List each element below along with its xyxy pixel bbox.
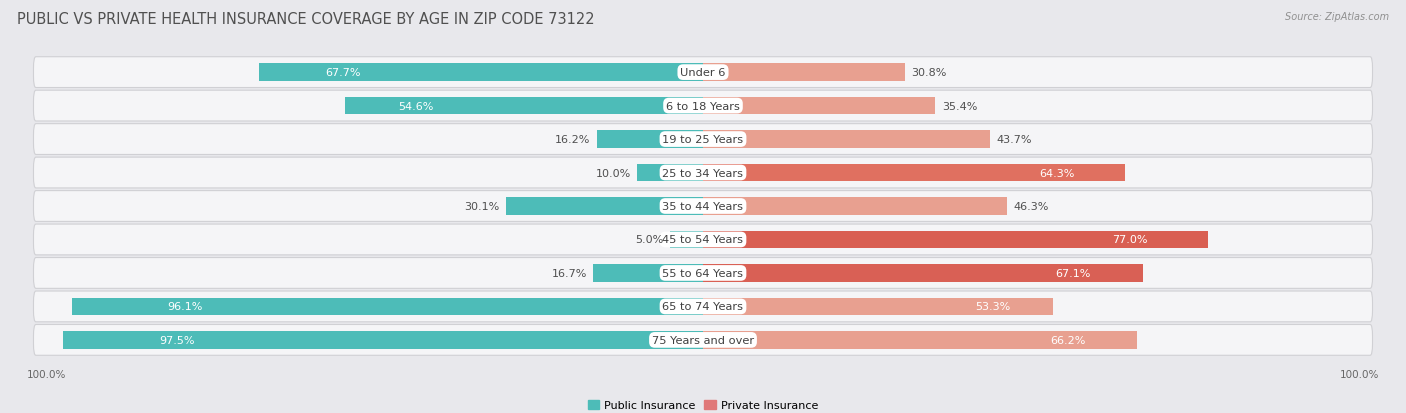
Text: 53.3%: 53.3%: [976, 301, 1011, 312]
Bar: [703, 298, 1053, 316]
Bar: [73, 298, 703, 316]
Text: 65 to 74 Years: 65 to 74 Years: [662, 301, 744, 312]
FancyBboxPatch shape: [34, 124, 1372, 155]
Text: 30.1%: 30.1%: [464, 202, 499, 211]
Text: 67.1%: 67.1%: [1054, 268, 1091, 278]
Bar: [703, 164, 1125, 182]
Text: 77.0%: 77.0%: [1112, 235, 1147, 245]
Text: 16.7%: 16.7%: [551, 268, 586, 278]
Text: 35 to 44 Years: 35 to 44 Years: [662, 202, 744, 211]
Bar: [703, 231, 1208, 249]
FancyBboxPatch shape: [34, 91, 1372, 122]
Bar: [637, 164, 703, 182]
Text: 67.7%: 67.7%: [325, 68, 361, 78]
Text: 5.0%: 5.0%: [636, 235, 664, 245]
FancyBboxPatch shape: [34, 291, 1372, 322]
Bar: [703, 265, 1143, 282]
Bar: [703, 64, 905, 82]
Text: PUBLIC VS PRIVATE HEALTH INSURANCE COVERAGE BY AGE IN ZIP CODE 73122: PUBLIC VS PRIVATE HEALTH INSURANCE COVER…: [17, 12, 595, 27]
Bar: [259, 64, 703, 82]
Bar: [344, 97, 703, 115]
Text: 46.3%: 46.3%: [1014, 202, 1049, 211]
Bar: [671, 231, 703, 249]
Text: 96.1%: 96.1%: [167, 301, 202, 312]
Bar: [63, 331, 703, 349]
Text: 16.2%: 16.2%: [555, 135, 591, 145]
Bar: [596, 131, 703, 148]
Bar: [593, 265, 703, 282]
Text: 43.7%: 43.7%: [997, 135, 1032, 145]
Text: Under 6: Under 6: [681, 68, 725, 78]
Text: Source: ZipAtlas.com: Source: ZipAtlas.com: [1285, 12, 1389, 22]
Text: 64.3%: 64.3%: [1039, 168, 1074, 178]
Bar: [703, 198, 1007, 215]
FancyBboxPatch shape: [34, 158, 1372, 188]
FancyBboxPatch shape: [34, 325, 1372, 356]
Bar: [703, 331, 1137, 349]
FancyBboxPatch shape: [34, 57, 1372, 88]
Legend: Public Insurance, Private Insurance: Public Insurance, Private Insurance: [583, 395, 823, 413]
Bar: [703, 97, 935, 115]
FancyBboxPatch shape: [34, 258, 1372, 289]
Text: 19 to 25 Years: 19 to 25 Years: [662, 135, 744, 145]
Text: 75 Years and over: 75 Years and over: [652, 335, 754, 345]
Text: 66.2%: 66.2%: [1050, 335, 1085, 345]
Bar: [506, 198, 703, 215]
Text: 30.8%: 30.8%: [911, 68, 948, 78]
Text: 10.0%: 10.0%: [596, 168, 631, 178]
Bar: [703, 131, 990, 148]
Text: 45 to 54 Years: 45 to 54 Years: [662, 235, 744, 245]
Text: 97.5%: 97.5%: [159, 335, 194, 345]
FancyBboxPatch shape: [34, 225, 1372, 255]
Text: 35.4%: 35.4%: [942, 101, 977, 112]
FancyBboxPatch shape: [34, 191, 1372, 222]
Text: 6 to 18 Years: 6 to 18 Years: [666, 101, 740, 112]
Text: 25 to 34 Years: 25 to 34 Years: [662, 168, 744, 178]
Text: 55 to 64 Years: 55 to 64 Years: [662, 268, 744, 278]
Text: 54.6%: 54.6%: [398, 101, 434, 112]
